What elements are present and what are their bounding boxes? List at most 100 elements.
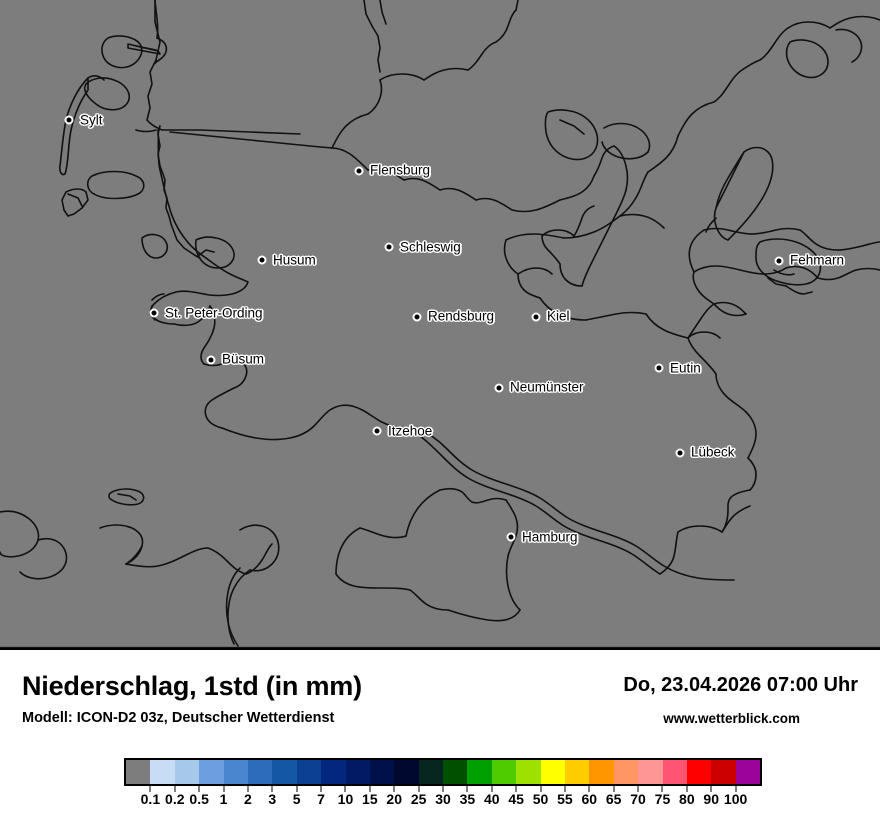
city-label-schleswig: Schleswig	[400, 239, 461, 255]
colorbar-swatch-12	[418, 760, 444, 784]
colorbar-swatch-3	[199, 760, 224, 784]
city-marker-sylt[interactable]	[64, 115, 74, 125]
website-label: www.wetterblick.com	[663, 711, 800, 726]
colorbar-tick-50	[540, 786, 542, 792]
colorbar-tick-label-80: 80	[679, 791, 695, 807]
colorbar-tick-55	[564, 786, 566, 792]
colorbar-tick-1	[223, 786, 225, 792]
map-footer: Niederschlag, 1std (in mm) Modell: ICON-…	[0, 650, 880, 830]
colorbar-tick-10	[344, 786, 346, 792]
city-label-flensburg: Flensburg	[370, 162, 431, 178]
page-title: Niederschlag, 1std (in mm)	[22, 671, 362, 701]
city-label-kiel: Kiel	[547, 308, 570, 324]
city-marker-hamburg[interactable]	[506, 532, 516, 542]
city-label-buesum: Büsum	[222, 351, 265, 367]
colorbar-swatch-9	[345, 760, 370, 784]
colorbar-tick-label-45: 45	[508, 791, 524, 807]
city-marker-rendsburg[interactable]	[412, 312, 422, 322]
colorbar-tick-2	[247, 786, 249, 792]
colorbar-swatch-14	[467, 760, 492, 784]
city-label-rendsburg: Rendsburg	[428, 308, 495, 324]
colorbar-swatch-7	[296, 760, 322, 784]
colorbar-tick-label-65: 65	[605, 791, 622, 807]
colorbar-tick-label-55: 55	[557, 791, 573, 807]
colorbar-tick-label-60: 60	[581, 791, 598, 807]
colorbar-swatch-11	[394, 760, 419, 784]
colorbar-tick-label-90: 90	[703, 791, 720, 807]
colorbar-tick-3	[271, 786, 273, 792]
colorbar-tick-label-15: 15	[362, 791, 378, 807]
colorbar-swatches	[124, 758, 762, 786]
city-marker-schleswig[interactable]	[384, 242, 394, 252]
colorbar-ticks	[124, 786, 762, 793]
city-marker-luebeck[interactable]	[675, 448, 685, 458]
city-label-eutin: Eutin	[670, 360, 701, 376]
colorbar-tick-label-40: 40	[483, 791, 500, 807]
colorbar-swatch-25	[735, 760, 761, 784]
colorbar-tick-5	[296, 786, 298, 792]
colorbar-swatch-10	[369, 760, 395, 784]
colorbar-tick-40	[491, 786, 493, 792]
colorbar-tick-7	[320, 786, 322, 792]
colorbar-tick-label-30: 30	[435, 791, 451, 807]
colorbar-swatch-21	[638, 760, 663, 784]
colorbar-tick-label-5: 5	[292, 791, 301, 807]
city-marker-kiel[interactable]	[531, 312, 541, 322]
colorbar-tick-label-0.5: 0.5	[189, 791, 209, 807]
city-marker-husum[interactable]	[257, 255, 267, 265]
city-marker-st-peter-ording[interactable]	[149, 308, 159, 318]
city-label-itzehoe: Itzehoe	[388, 423, 433, 439]
colorbar-swatch-19	[589, 760, 614, 784]
colorbar-tick-100	[735, 786, 737, 792]
city-marker-itzehoe[interactable]	[372, 426, 382, 436]
colorbar-tick-label-20: 20	[386, 791, 403, 807]
colorbar-tick-label-25: 25	[410, 791, 427, 807]
colorbar-tick-0.1	[149, 786, 151, 792]
colorbar-tick-label-100: 100	[723, 791, 748, 807]
colorbar-tick-45	[515, 786, 517, 792]
city-marker-fehmarn[interactable]	[774, 256, 784, 266]
colorbar-swatch-4	[223, 760, 248, 784]
city-marker-flensburg[interactable]	[354, 166, 364, 176]
city-marker-eutin[interactable]	[654, 363, 664, 373]
city-label-neumuenster: Neumünster	[510, 379, 584, 395]
colorbar-swatch-20	[613, 760, 639, 784]
colorbar-swatch-18	[565, 760, 590, 784]
colorbar-tick-label-35: 35	[459, 791, 476, 807]
city-marker-buesum[interactable]	[206, 355, 216, 365]
city-label-st-peter-ording: St. Peter-Ording	[165, 305, 263, 321]
city-label-luebeck: Lübeck	[691, 444, 735, 460]
colorbar-tick-20	[393, 786, 395, 792]
colorbar-swatch-17	[540, 760, 566, 784]
colorbar-swatch-2	[174, 760, 200, 784]
city-marker-neumuenster[interactable]	[494, 383, 504, 393]
colorbar-swatch-5	[247, 760, 273, 784]
colorbar-tick-label-75: 75	[654, 791, 671, 807]
colorbar-labels: 0.1 0.2 0.5 1 2 3 5 7 10 15 20 25 30 35 40 45 50 55 60 65 70…	[124, 791, 762, 813]
colorbar-tick-label-3: 3	[268, 791, 277, 807]
colorbar-tick-65	[613, 786, 615, 792]
colorbar-swatch-8	[321, 760, 346, 784]
colorbar-swatch-13	[443, 760, 468, 784]
colorbar-swatch-23	[686, 760, 712, 784]
colorbar-swatch-1	[150, 760, 175, 784]
colorbar-tick-25	[418, 786, 420, 792]
colorbar-tick-label-0.1: 0.1	[140, 791, 161, 807]
colorbar-tick-label-7: 7	[317, 791, 325, 807]
colorbar-tick-label-50: 50	[532, 791, 549, 807]
coastline-layer	[0, 0, 880, 648]
city-label-husum: Husum	[273, 252, 316, 268]
colorbar-tick-label-1: 1	[219, 791, 228, 807]
forecast-datetime: Do, 23.04.2026 07:00 Uhr	[623, 674, 858, 696]
colorbar-tick-30	[442, 786, 444, 792]
colorbar-swatch-0	[126, 760, 151, 784]
colorbar-tick-60	[588, 786, 590, 792]
precipitation-map[interactable]: Sylt Flensburg Husum Schleswig Fehmarn S…	[0, 0, 880, 650]
colorbar-tick-0.5	[198, 786, 200, 792]
colorbar-tick-35	[466, 786, 468, 792]
colorbar-tick-0.2	[174, 786, 176, 792]
legend-colorbar: 0.1 0.2 0.5 1 2 3 5 7 10 15 20 25 30 35 40 45 50 55 60 65 70…	[124, 758, 762, 807]
city-label-fehmarn: Fehmarn	[790, 252, 845, 268]
colorbar-tick-90	[710, 786, 712, 792]
